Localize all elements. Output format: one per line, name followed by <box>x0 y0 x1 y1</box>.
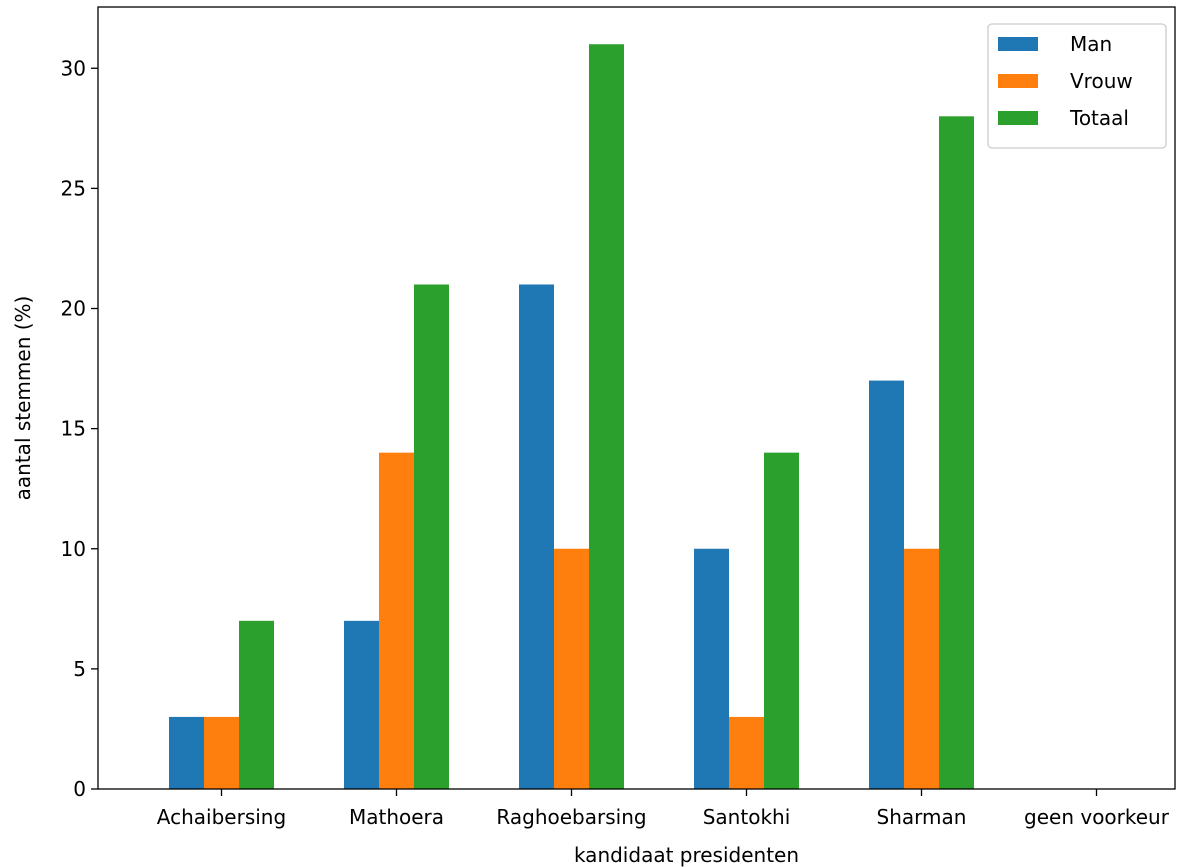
y-tick-label: 30 <box>61 56 86 80</box>
bar-totaal-3 <box>764 452 799 789</box>
x-tick-label: Raghoebarsing <box>496 805 646 829</box>
bar-vrouw-4 <box>904 548 939 789</box>
bar-totaal-1 <box>414 284 449 789</box>
legend-swatch-vrouw <box>998 74 1038 88</box>
x-axis: Achaibersing Mathoera Raghoebarsing Santokh… <box>157 789 1170 829</box>
y-axis: 0 5 10 15 20 25 30 <box>61 56 98 801</box>
bars-group <box>169 44 974 789</box>
x-tick-label: Mathoera <box>349 805 444 829</box>
y-axis-label: aantal stemmen (%) <box>11 296 35 501</box>
bar-vrouw-3 <box>729 716 764 789</box>
bar-totaal-2 <box>589 44 624 789</box>
legend-label-man: Man <box>1070 32 1112 56</box>
x-axis-label: kandidaat presidenten <box>574 843 799 867</box>
x-tick-label: Sharman <box>877 805 967 829</box>
plot-frame <box>97 6 1176 790</box>
bar-vrouw-0 <box>204 716 239 789</box>
bar-man-4 <box>869 380 904 789</box>
x-tick-label: geen voorkeur <box>1024 805 1170 829</box>
legend-label-totaal: Totaal <box>1069 106 1129 130</box>
bar-totaal-4 <box>939 116 974 789</box>
bar-totaal-0 <box>239 620 274 789</box>
y-tick-label: 5 <box>73 657 86 681</box>
bar-man-1 <box>344 620 379 789</box>
legend-swatch-man <box>998 37 1038 51</box>
y-tick-label: 20 <box>61 297 86 321</box>
legend-label-vrouw: Vrouw <box>1070 69 1133 93</box>
legend: Man Vrouw Totaal <box>987 23 1167 149</box>
x-tick-label: Santokhi <box>703 805 791 829</box>
y-tick-label: 0 <box>73 777 86 801</box>
y-tick-label: 15 <box>61 417 86 441</box>
y-tick-label: 10 <box>61 537 86 561</box>
y-tick-label: 25 <box>61 176 86 200</box>
bar-vrouw-2 <box>554 548 589 789</box>
legend-swatch-totaal <box>998 111 1038 125</box>
bar-man-3 <box>694 548 729 789</box>
bar-man-2 <box>519 284 554 789</box>
x-tick-label: Achaibersing <box>157 805 286 829</box>
bar-man-0 <box>169 716 204 789</box>
bar-vrouw-1 <box>379 452 414 789</box>
